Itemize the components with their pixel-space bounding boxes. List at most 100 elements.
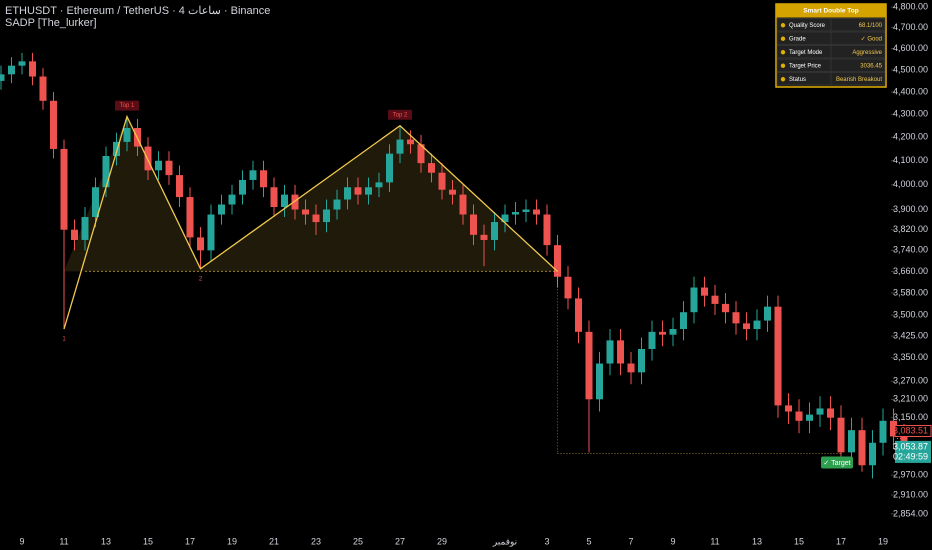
price-label: 3,083.51 [893,425,928,435]
candle-body [39,76,47,101]
target-label: ✓ Target [823,460,850,467]
candle-body [239,179,246,195]
candle-body [522,209,530,212]
candle-body [648,331,656,349]
candle-body [165,160,173,176]
candle-body [249,170,257,180]
price-box [895,440,931,463]
candle-body [333,199,341,210]
candle-body [207,214,215,251]
candle-body [543,214,551,246]
row-icon [780,50,786,55]
table-title: Smart Double Top [803,7,859,14]
row-icon [780,23,786,28]
candle-body [0,74,5,81]
point-label: Top 1 [120,103,135,109]
table-key: Status [789,77,806,83]
x-tick-label: 7 [628,536,633,546]
y-tick-label: 2,970.00 [893,469,928,479]
y-tick-label: 2,854.00 [893,508,928,518]
table-value: Bearish Breakout [836,77,882,83]
candle-body [585,331,593,400]
candle-body [774,306,782,406]
x-tick-label: 13 [101,536,111,546]
x-tick-label: 19 [878,536,888,546]
candle-body [428,163,435,173]
table-header [776,4,886,18]
x-tick-label: 9 [670,536,675,546]
y-tick-label: 4,800.00 [893,1,928,11]
candle-body [60,148,68,230]
candle-body [690,287,698,313]
candle-body [554,245,561,277]
x-tick-label: 5 [586,536,591,546]
candle-body [858,430,866,466]
candle-body [669,329,677,335]
x-tick-label: 17 [836,536,846,546]
candle-body [816,408,824,415]
candle-body [890,420,897,437]
candle-body [827,408,834,418]
candle-body [753,320,761,330]
pattern-area [64,116,558,272]
y-tick-label: 3,210.00 [893,394,928,404]
x-tick-label: 17 [185,536,195,546]
candle-body [81,217,89,240]
table-key: Target Mode [789,50,823,56]
y-tick-label: 4,300.00 [893,109,928,119]
table-value: ✓ Good [861,36,882,42]
candle-body [386,153,393,183]
x-tick-label: 13 [752,536,762,546]
x-tick-label: 11 [710,536,719,546]
point-label: Top 2 [393,112,408,118]
candle-body [396,139,404,154]
candle-body [302,209,309,215]
price-box [894,424,932,437]
candle-body [596,363,603,400]
candle-body [638,348,645,373]
candle-body [113,141,120,157]
candle-body [785,405,792,412]
candle-body [837,417,845,453]
candle-body [449,189,456,195]
candle-body [722,303,729,313]
candle-body [365,187,372,195]
candle-body [354,187,362,195]
y-tick-label: 3,425.00 [893,330,928,340]
y-tick-label: 4,600.00 [893,43,928,53]
candle-body [417,144,425,164]
candle-body [743,323,750,330]
candle-body [732,312,740,324]
candle-body [627,363,635,373]
candle-body [680,312,687,330]
candle-body [50,100,57,149]
pattern-line [63,114,558,330]
table-value: Aggressive [852,50,882,56]
y-tick-label: 3,820.00 [893,224,928,234]
x-tick-label: 21 [269,536,279,546]
x-tick-label: 3 [544,536,549,546]
indicator-title: SADP [The_lurker] [5,17,97,29]
candle-body [491,222,498,240]
table-key: Grade [789,36,806,42]
x-tick-label: 15 [794,536,804,546]
candle-body [606,340,614,364]
candle-body [218,204,225,215]
x-tick-label: 27 [395,536,405,546]
y-tick-label: 3,900.00 [893,204,928,214]
candle-body [312,214,320,223]
candle-body [29,61,36,77]
candle-body [270,187,278,207]
x-tick-label: 29 [437,536,447,546]
candle-body [848,430,855,453]
target-box [821,456,853,469]
point-label-box [115,100,139,111]
point-label: 1 [62,337,66,343]
candle-body [459,194,467,215]
x-tick-label: 15 [143,536,153,546]
candle-body [711,295,719,304]
x-tick-label: 23 [311,536,321,546]
candle-body [470,214,477,235]
